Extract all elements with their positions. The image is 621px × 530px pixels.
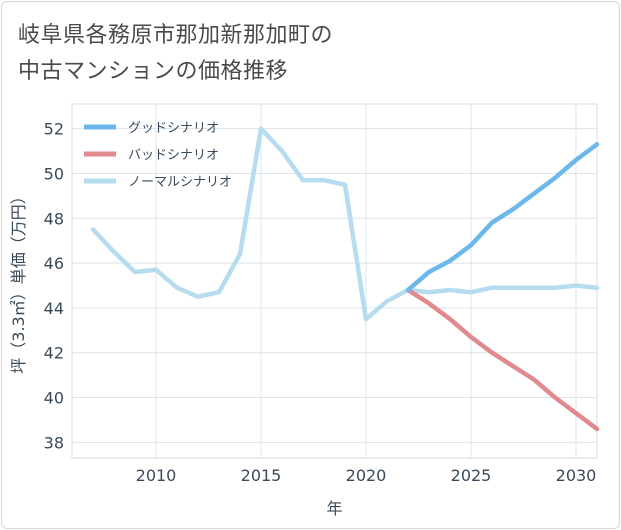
- x-axis-title: 年: [326, 499, 342, 518]
- y-tick-label: 52: [44, 120, 64, 139]
- chart-title-line-2: 中古マンションの価格推移: [18, 59, 289, 84]
- legend-label-2: ノーマルシナリオ: [128, 175, 232, 190]
- x-tick-label: 2010: [136, 466, 177, 485]
- grid: [71, 103, 598, 459]
- legend-label-0: グッドシナリオ: [128, 121, 219, 136]
- series-line-2: [90, 126, 600, 322]
- series-line-1: [405, 287, 600, 432]
- plot-frame: [71, 103, 598, 459]
- series-line-0: [405, 142, 600, 293]
- y-tick-label: 50: [44, 164, 64, 183]
- y-tick-label: 42: [44, 344, 64, 363]
- x-tick-label: 2025: [451, 466, 492, 485]
- y-tick-label: 48: [44, 209, 64, 228]
- y-axis-title: 坪（3.3㎡）単価（万円）: [9, 188, 28, 373]
- x-tick-label: 2015: [241, 466, 282, 485]
- chart-title-line-1: 岐阜県各務原市那加新那加町の: [18, 23, 334, 48]
- axes: 2010 2015 2020 2025 2030 38 40 42 44 46 48 50 52 年 坪（3…: [9, 120, 596, 518]
- chart-title: 岐阜県各務原市那加新那加町の 中古マンションの価格推移: [18, 18, 578, 90]
- series-lines: [90, 126, 600, 432]
- y-tick-label: 40: [44, 389, 64, 408]
- y-tick-label: 38: [44, 433, 64, 452]
- legend-label-1: バッドシナリオ: [128, 148, 219, 163]
- y-tick-label: 44: [44, 299, 64, 318]
- x-tick-label: 2030: [556, 466, 597, 485]
- x-tick-label: 2020: [346, 466, 387, 485]
- y-tick-label: 46: [44, 254, 64, 273]
